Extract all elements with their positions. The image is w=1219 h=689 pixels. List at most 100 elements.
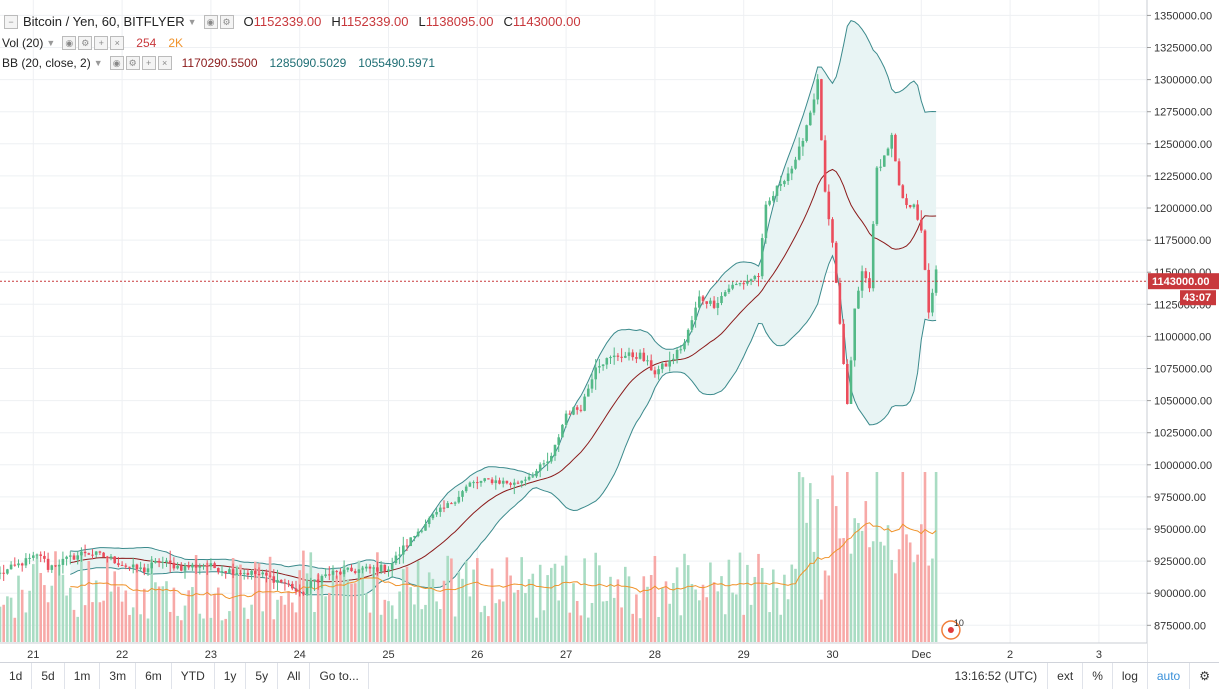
candle-body [561, 424, 564, 438]
candle-body [779, 184, 782, 186]
volume-bar [472, 569, 475, 642]
volume-bar [98, 602, 102, 642]
range-ytd[interactable]: YTD [172, 663, 215, 689]
volume-bar [154, 582, 157, 642]
volume-bar [753, 576, 757, 642]
range-5d[interactable]: 5d [32, 663, 65, 689]
candle-body [172, 562, 176, 569]
bollinger-band [70, 20, 937, 597]
volume-bar [738, 552, 742, 642]
volume-bar [768, 612, 771, 642]
candle-body [498, 480, 501, 484]
candle-body [32, 555, 35, 558]
volume-bar [54, 551, 57, 642]
volume-bar [646, 586, 649, 642]
volume-bar [242, 607, 246, 642]
volume-bar [143, 588, 146, 642]
price-chart[interactable]: 875000.00 900000.00 925000.00 950000.00 9750… [0, 0, 1219, 662]
volume-bar [464, 561, 468, 642]
candle-body [864, 271, 868, 279]
volume-bar [250, 604, 253, 642]
range-all[interactable]: All [278, 663, 311, 689]
range-5y[interactable]: 5y [246, 663, 279, 689]
add-icon[interactable]: + [94, 36, 109, 50]
volume-bar [535, 617, 538, 642]
close-icon[interactable]: × [157, 56, 172, 70]
volume-bar [35, 554, 39, 642]
volume-bar [749, 604, 753, 642]
range-6m[interactable]: 6m [136, 663, 172, 689]
volume-bar [531, 573, 535, 642]
eye-icon[interactable]: ◉ [109, 56, 124, 70]
x-tick-label: 24 [294, 649, 306, 661]
range-1y[interactable]: 1y [215, 663, 247, 689]
volume-bar [420, 609, 424, 642]
candle-body [113, 556, 116, 564]
volume-bar [365, 593, 368, 642]
goto-button[interactable]: Go to... [310, 663, 369, 689]
candle-body [416, 531, 420, 537]
volume-ma-line [70, 522, 937, 600]
volume-bar [487, 616, 490, 642]
candle-body [213, 563, 216, 569]
gear-icon[interactable]: ⚙ [1199, 669, 1210, 683]
close-icon[interactable]: × [110, 36, 125, 50]
volume-bar [746, 564, 749, 642]
event-marker-count: 10 [954, 618, 964, 628]
candle-body [790, 168, 794, 174]
candle-body [72, 555, 76, 560]
candle-body [120, 565, 124, 567]
volume-bar [94, 580, 98, 642]
candle-body [291, 583, 294, 589]
chevron-down-icon[interactable]: ▼ [46, 38, 56, 48]
percent-toggle[interactable]: % [1083, 663, 1113, 689]
candle-body [302, 592, 305, 595]
add-icon[interactable]: + [141, 56, 156, 70]
bb-upper-line [70, 20, 937, 570]
volume-bar [827, 575, 831, 642]
collapse-icon[interactable]: − [4, 14, 18, 29]
chevron-down-icon[interactable]: ▼ [187, 16, 197, 27]
eye-icon[interactable]: ◉ [203, 14, 218, 29]
settings-icon[interactable]: ⚙ [125, 56, 140, 70]
volume-bar [797, 472, 801, 642]
volume-bar [87, 561, 91, 642]
candle-body [801, 140, 805, 147]
volume-bar [257, 563, 261, 642]
chevron-down-icon[interactable]: ▼ [93, 58, 103, 68]
bb-label[interactable]: BB (20, close, 2) [2, 56, 91, 70]
clock-display[interactable]: 13:16:52 (UTC) [954, 669, 1038, 683]
candle-body [923, 230, 927, 270]
range-3m[interactable]: 3m [100, 663, 137, 689]
symbol-title[interactable]: Bitcoin / Yen, 60, BITFLYER [23, 14, 185, 29]
volume-label[interactable]: Vol (20) [2, 36, 44, 50]
auto-toggle[interactable]: auto [1148, 663, 1191, 689]
candle-body [709, 300, 712, 304]
event-marker-dot [947, 627, 954, 633]
settings-icon[interactable]: ⚙ [219, 14, 234, 29]
range-1m[interactable]: 1m [65, 663, 101, 689]
x-tick-label: 26 [471, 649, 483, 661]
eye-icon[interactable]: ◉ [62, 36, 77, 50]
volume-bar [923, 472, 927, 642]
candle-body [17, 563, 20, 566]
log-toggle[interactable]: log [1113, 663, 1148, 689]
range-1d[interactable]: 1d [0, 663, 33, 689]
volume-bar [542, 610, 546, 642]
volume-bar [846, 472, 849, 642]
candle-body [309, 581, 313, 588]
settings-icon[interactable]: ⚙ [78, 36, 93, 50]
candle-body [483, 478, 486, 481]
volume-bar [561, 565, 564, 642]
volume-bar [716, 591, 720, 642]
ext-toggle[interactable]: ext [1047, 663, 1084, 689]
candle-body [853, 308, 856, 361]
volume-bar [890, 559, 893, 642]
volume-bar [180, 620, 183, 642]
y-tick-label: 1075000.00 [1154, 364, 1212, 376]
volume-bar [694, 589, 697, 642]
volume-bar [590, 602, 594, 642]
open-label: O [243, 14, 254, 29]
volume-bar [812, 551, 816, 642]
volume-bar [13, 617, 17, 642]
